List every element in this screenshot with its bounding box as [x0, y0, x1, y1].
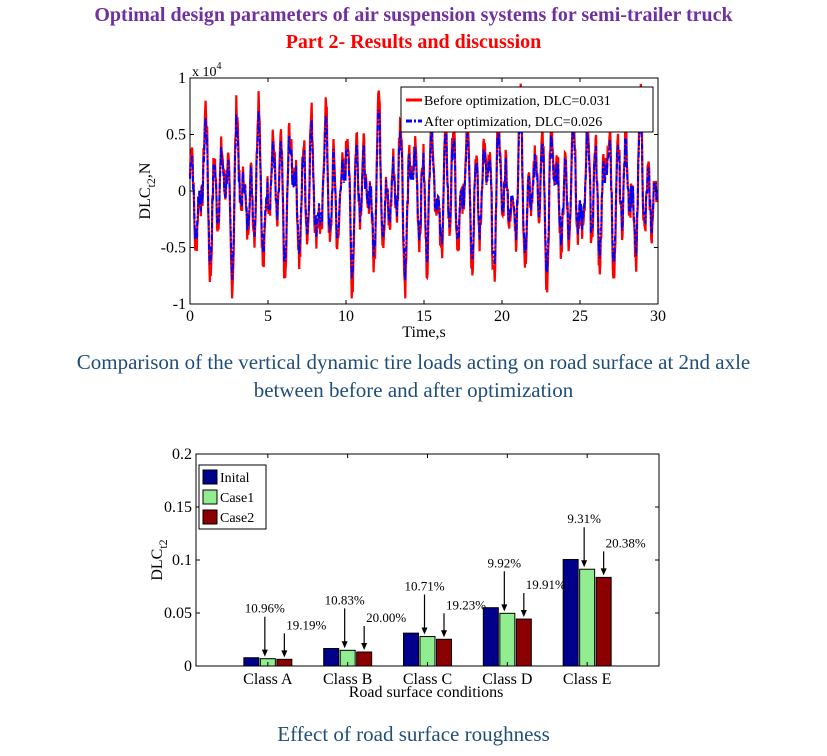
case1-arrowhead-2 [421, 627, 428, 635]
case1-arrowhead-0 [261, 649, 268, 657]
bar-1-2 [356, 651, 373, 667]
category-label-4: Class E [563, 671, 611, 688]
category-label-1: Class B [323, 671, 372, 688]
y-tick-label-1: -0.5 [161, 240, 186, 257]
case1-annotation-2: 10.71% [404, 579, 444, 594]
y-tick-label-4: 1 [178, 70, 186, 87]
bar-2-0 [403, 632, 419, 667]
y-tick-label-2: 0 [178, 183, 186, 200]
legend-label-case2: Case2 [220, 511, 254, 526]
bar-2-2 [436, 638, 452, 667]
category-label-2: Class C [403, 671, 452, 688]
y-axis-label: DLCt2,N [137, 162, 158, 219]
bar-3-1 [499, 612, 516, 667]
legend-box [400, 86, 654, 133]
series-lines [188, 83, 659, 299]
case2-annotation-3: 19.91% [526, 577, 566, 592]
x-axis-label: Time,s [402, 324, 445, 341]
bar-0-0 [243, 657, 260, 667]
case2-arrowhead-2 [441, 630, 447, 638]
bar-1-0 [323, 648, 340, 667]
slide-subtitle: Part 2- Results and discussion [285, 31, 542, 53]
slide-title: Optimal design parameters of air suspens… [94, 4, 733, 26]
y-tick-label-3: 0.5 [166, 127, 186, 144]
legend-swatch-case1 [202, 489, 218, 505]
case2-annotation-0: 19.19% [286, 617, 326, 632]
caption-tire-loads: Comparison of the vertical dynamic tire … [0, 348, 827, 404]
case1-arrowhead-4 [581, 560, 588, 568]
category-label-3: Class D [482, 671, 532, 688]
bar-y-tick-label-2: 0.1 [172, 552, 192, 569]
bar-4-1 [579, 568, 596, 667]
x-tick-label-4: 20 [494, 308, 510, 325]
case2-arrowhead-0 [281, 650, 288, 658]
time-series-chart: 0 5 10 15 20 25 30 -1 -0.5 0 0.5 1 x 104 Time,s DLC… [137, 61, 666, 341]
bar-y-axis-label: DLCt2 [149, 539, 170, 580]
y-tick-label-0: -1 [173, 296, 186, 313]
axis-ticks: 0 5 10 15 20 25 30 -1 -0.5 0 0.5 1 [161, 70, 666, 325]
case2-annotation-4: 20.38% [606, 535, 646, 550]
case2-arrowhead-1 [361, 643, 368, 651]
case1-annotation-3: 9.92% [488, 555, 522, 570]
bar-legend: Inital Case1 Case2 [198, 464, 267, 530]
caption-roughness: Effect of road surface roughness [277, 722, 550, 746]
bars [243, 558, 612, 667]
bar-y-tick-label-4: 0.2 [172, 446, 192, 463]
case2-arrowhead-4 [600, 568, 607, 576]
category-label-0: Class A [243, 671, 293, 688]
case2-annotation-1: 20.00% [366, 610, 406, 625]
bar-x-axis-label: Road surface conditions [349, 684, 504, 701]
legend-label-after: After optimization, DLC=0.026 [424, 115, 602, 130]
legend-label-case1: Case1 [220, 491, 254, 506]
bar-axis-ticks: 0 0.05 0.1 0.15 0.2 Class A Class B Class C Clas… [164, 446, 659, 688]
bar-annotations: 10.96%19.19% 10.83%20.00% 10.71%19.23% 9.92… [245, 511, 646, 658]
bar-2-1 [419, 636, 436, 667]
bar-y-tick-label-0: 0 [184, 658, 192, 675]
x-tick-label-6: 30 [650, 308, 666, 325]
x-tick-label-1: 5 [264, 308, 272, 325]
legend: Before optimization, DLC=0.031 After opt… [400, 86, 654, 133]
legend-swatch-initial [202, 469, 218, 485]
x-tick-label-5: 25 [572, 308, 588, 325]
case2-annotation-2: 19.23% [446, 597, 486, 612]
x-tick-label-3: 15 [416, 308, 432, 325]
case1-arrowhead-1 [341, 641, 348, 649]
bar-3-0 [482, 607, 499, 667]
series-line-1 [189, 99, 659, 280]
x-tick-label-2: 10 [338, 308, 354, 325]
bar-3-2 [515, 618, 532, 667]
case1-annotation-4: 9.31% [567, 511, 601, 526]
case1-annotation-0: 10.96% [245, 601, 285, 616]
caption-tire-loads-line1: Comparison of the vertical dynamic tire … [76, 350, 751, 374]
bar-y-tick-label-1: 0.05 [164, 605, 192, 622]
case1-annotation-1: 10.83% [325, 592, 365, 607]
case1-arrowhead-3 [501, 604, 508, 612]
bar-4-0 [562, 558, 579, 667]
y-multiplier: x 104 [192, 61, 222, 80]
legend-label-initial: Inital [220, 471, 250, 486]
case2-arrowhead-3 [520, 610, 527, 618]
legend-swatch-case2 [202, 509, 218, 525]
bar-0-2 [276, 658, 293, 667]
caption-tire-loads-line2: between before and after optimization [253, 378, 574, 402]
legend-label-before: Before optimization, DLC=0.031 [424, 94, 611, 109]
bar-4-2 [595, 576, 612, 667]
bar-chart: 0 0.05 0.1 0.15 0.2 Class A Class B Class C Clas… [149, 446, 660, 701]
bar-y-tick-label-3: 0.15 [164, 499, 192, 516]
x-tick-label-0: 0 [186, 308, 194, 325]
